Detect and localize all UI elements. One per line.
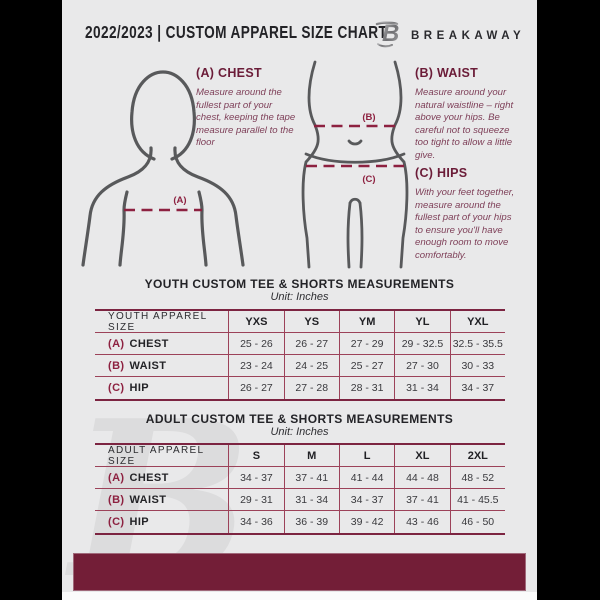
table-row: (C) HIP 26 - 27 27 - 28 28 - 31 31 - 34 … (95, 377, 505, 399)
row-prefix: (C) (108, 382, 125, 394)
table-header-cell: YXS (228, 311, 283, 332)
row-prefix: (B) (108, 493, 125, 506)
table-header-cell: L (338, 445, 394, 466)
table-row: (C) HIP 34 - 36 36 - 39 39 - 42 43 - 46 … (95, 511, 505, 533)
row-label: WAIST (129, 359, 167, 372)
table-header-cell: XL (394, 445, 449, 466)
table-header-cell: S (228, 445, 283, 466)
row-label: CHEST (129, 471, 169, 484)
lower-body-figure: (B) (C) (301, 60, 409, 269)
table-row: (A) CHEST 25 - 26 26 - 27 27 - 29 29 - 3… (95, 333, 505, 355)
table-cell: 29 - 32.5 (394, 333, 449, 354)
table-cell: 37 - 41 (283, 467, 339, 488)
waist-guide-section: (B) WAIST Measure around your natural wa… (415, 66, 517, 163)
table-cell: 26 - 27 (228, 377, 283, 399)
table-cell: 32.5 - 35.5 (449, 333, 505, 354)
table-cell: 31 - 34 (394, 377, 449, 399)
adult-table-unit: Unit: Inches (270, 426, 329, 438)
page-title: 2022/2023 | CUSTOM APPAREL SIZE CHART (85, 22, 388, 42)
hips-guide-section: (C) HIPS With your feet together, measur… (415, 166, 521, 263)
hips-guide-text: With your feet together, measure around … (415, 187, 515, 261)
row-label: WAIST (129, 493, 167, 506)
adult-size-table: ADULT APPAREL SIZE S M L XL 2XL (A) CHES… (95, 443, 505, 535)
row-label: CHEST (129, 337, 169, 350)
upper-body-figure: (A) (81, 70, 245, 267)
table-row: (A) CHEST 34 - 37 37 - 41 41 - 44 44 - 4… (95, 467, 505, 489)
chest-guide-section: (A) CHEST Measure around the fullest par… (196, 66, 298, 150)
row-prefix: (A) (108, 337, 125, 350)
table-cell: 27 - 29 (338, 333, 394, 354)
row-prefix: (B) (108, 359, 125, 372)
youth-table-unit: Unit: Inches (270, 291, 329, 303)
waist-marker-label: (B) (362, 112, 375, 123)
table-cell: 48 - 52 (449, 467, 505, 488)
table-header-cell: YOUTH APPAREL SIZE (108, 310, 208, 333)
row-label-cell: (B) WAIST (95, 489, 228, 510)
table-cell: 41 - 45.5 (449, 489, 505, 510)
brand-name: BREAKAWAY (411, 30, 526, 42)
table-cell: 34 - 37 (338, 489, 394, 510)
waist-guide-text: Measure around your natural waistline – … (415, 87, 514, 161)
chest-guide-heading: (A) CHEST (196, 66, 262, 80)
table-cell: 34 - 37 (228, 467, 283, 488)
table-cell: 39 - 42 (338, 511, 394, 533)
table-cell: 27 - 30 (394, 355, 449, 376)
table-cell: 26 - 27 (283, 333, 339, 354)
table-cell: 25 - 26 (228, 333, 283, 354)
row-label-cell: (B) WAIST (95, 355, 228, 376)
table-cell: 28 - 31 (338, 377, 394, 399)
footer-bar (73, 553, 526, 591)
table-cell: 43 - 46 (394, 511, 449, 533)
row-label-cell: (A) CHEST (95, 333, 228, 354)
row-prefix: (A) (108, 471, 125, 484)
breakaway-b-logo-icon: B (375, 20, 399, 48)
chart-page: B 2022/2023 | CUSTOM APPAREL SIZE CHART … (62, 0, 537, 600)
table-header-cell: YM (338, 311, 394, 332)
svg-text:B: B (382, 20, 399, 47)
row-label-cell: (C) HIP (95, 377, 228, 399)
table-cell: 27 - 28 (283, 377, 339, 399)
table-header-cell: YXL (449, 311, 505, 332)
table-cell: 46 - 50 (449, 511, 505, 533)
row-label-cell: (C) HIP (95, 511, 228, 533)
table-header-cell: YL (394, 311, 449, 332)
hip-marker-label: (C) (362, 174, 375, 185)
chest-marker-label: (A) (173, 195, 186, 206)
table-header-cell: YS (283, 311, 339, 332)
youth-size-table: YOUTH APPAREL SIZE YXS YS YM YL YXL (A) … (95, 309, 505, 401)
chest-guide-text: Measure around the fullest part of your … (196, 87, 296, 149)
table-cell: 31 - 34 (283, 489, 339, 510)
table-header-row: ADULT APPAREL SIZE S M L XL 2XL (95, 445, 505, 467)
hips-guide-heading: (C) HIPS (415, 166, 468, 180)
table-cell: 29 - 31 (228, 489, 283, 510)
table-cell: 30 - 33 (449, 355, 505, 376)
table-header-cell: M (283, 445, 339, 466)
row-label: HIP (129, 382, 150, 394)
table-row: (B) WAIST 29 - 31 31 - 34 34 - 37 37 - 4… (95, 489, 505, 511)
bottom-margin (62, 592, 537, 600)
row-label-cell: (A) CHEST (95, 467, 228, 488)
table-header-cell: 2XL (449, 445, 505, 466)
table-cell: 24 - 25 (283, 355, 339, 376)
table-cell: 44 - 48 (394, 467, 449, 488)
table-cell: 34 - 37 (449, 377, 505, 399)
table-cell: 36 - 39 (283, 511, 339, 533)
table-cell: 34 - 36 (228, 511, 283, 533)
table-cell: 25 - 27 (338, 355, 394, 376)
table-cell: 41 - 44 (338, 467, 394, 488)
brand-lockup: B BREAKAWAY (375, 17, 525, 49)
adult-table-title: ADULT CUSTOM TEE & SHORTS MEASUREMENTS (145, 412, 454, 426)
table-header-cell: ADULT APPAREL SIZE (108, 444, 205, 467)
youth-table-title: YOUTH CUSTOM TEE & SHORTS MEASUREMENTS (144, 277, 455, 291)
table-cell: 23 - 24 (228, 355, 283, 376)
table-row: (B) WAIST 23 - 24 24 - 25 25 - 27 27 - 3… (95, 355, 505, 377)
row-label: HIP (129, 516, 150, 528)
table-header-row: YOUTH APPAREL SIZE YXS YS YM YL YXL (95, 311, 505, 333)
table-cell: 37 - 41 (394, 489, 449, 510)
waist-guide-heading: (B) WAIST (415, 66, 479, 80)
row-prefix: (C) (108, 516, 125, 528)
